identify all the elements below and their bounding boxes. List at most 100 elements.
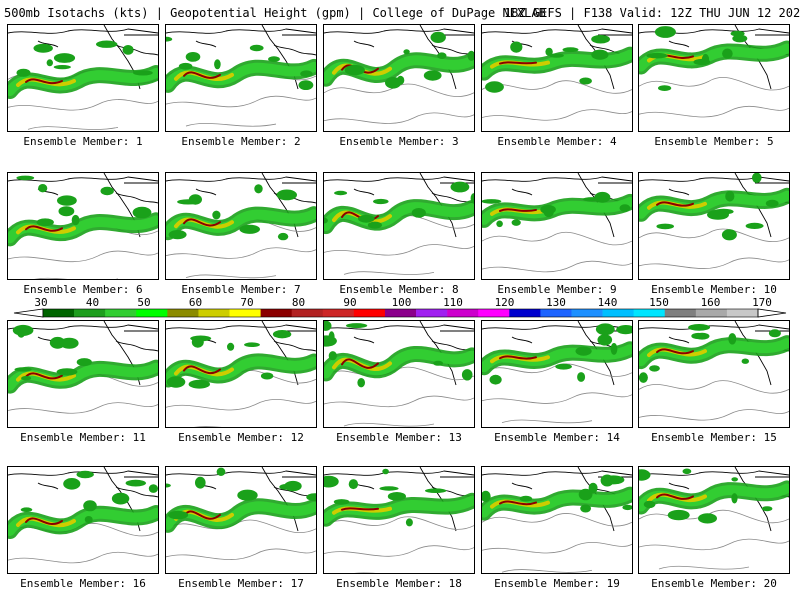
isotach-band xyxy=(639,187,789,222)
ensemble-panel xyxy=(481,24,633,132)
isotach-band xyxy=(166,498,316,533)
colorbar-swatch xyxy=(384,309,417,317)
panel-map xyxy=(482,321,632,424)
ensemble-member-label: Ensemble Member: 12 xyxy=(178,431,304,444)
ensemble-member-label: Ensemble Member: 5 xyxy=(654,135,774,148)
height-contours xyxy=(8,522,158,564)
height-contours xyxy=(482,80,632,121)
ensemble-member-label: Ensemble Member: 20 xyxy=(651,577,777,590)
isotach-cells xyxy=(12,324,92,381)
colorbar-tick-label: 60 xyxy=(189,296,202,309)
ensemble-panel xyxy=(323,172,475,280)
isotach-cells xyxy=(166,36,314,90)
ensemble-panel xyxy=(481,320,633,428)
ensemble-panel xyxy=(323,24,475,132)
isotach-band xyxy=(8,65,158,100)
ensemble-member-label: Ensemble Member: 2 xyxy=(181,135,301,148)
colorbar-swatch xyxy=(229,309,261,317)
height-contours xyxy=(166,370,316,427)
isotach-cells xyxy=(20,470,158,523)
ensemble-member-label: Ensemble Member: 6 xyxy=(23,283,143,296)
isotach-band xyxy=(639,480,789,515)
height-contours xyxy=(166,519,316,560)
colorbar-swatch xyxy=(291,309,324,317)
height-contours xyxy=(324,366,474,427)
colorbar-swatch xyxy=(602,309,634,317)
ensemble-member-label: Ensemble Member: 13 xyxy=(336,431,462,444)
colorbar-arrow-right xyxy=(757,308,787,318)
colorbar-arrow-left xyxy=(13,308,44,318)
isotach-cells xyxy=(166,467,316,520)
height-contours xyxy=(324,516,474,573)
panel-map xyxy=(8,467,158,564)
colorbar-swatch xyxy=(726,309,759,317)
isotach-band xyxy=(8,359,158,394)
ensemble-member-label: Ensemble Member: 3 xyxy=(339,135,459,148)
ensemble-member-label: Ensemble Member: 7 xyxy=(181,283,301,296)
isotach-cells xyxy=(324,321,473,388)
panel-map xyxy=(166,467,316,560)
isotach-cells xyxy=(344,31,474,89)
isotach-band xyxy=(482,46,632,81)
ensemble-member-label: Ensemble Member: 9 xyxy=(497,283,617,296)
colorbar-swatch xyxy=(571,309,603,317)
ensemble-panel xyxy=(7,172,159,280)
isotach-band xyxy=(324,492,474,527)
colorbar-swatch xyxy=(322,309,355,317)
ensemble-member-label: Ensemble Member: 19 xyxy=(494,577,620,590)
ensemble-panel xyxy=(323,320,475,428)
colorbar-outline xyxy=(42,308,759,318)
ensemble-member-label: Ensemble Member: 17 xyxy=(178,577,304,590)
panel-map xyxy=(324,321,474,427)
isotach-band xyxy=(482,486,632,521)
isotach-cells xyxy=(639,324,781,383)
ensemble-panel xyxy=(323,466,475,574)
panel-map xyxy=(639,467,789,570)
map-title: 500mb Isotachs (kts) | Geopotential Heig… xyxy=(4,6,546,20)
panel-map xyxy=(324,173,474,275)
colorbar-swatch xyxy=(353,309,386,317)
ensemble-member-label: Ensemble Member: 15 xyxy=(651,431,777,444)
ensemble-panel xyxy=(638,320,790,428)
isotach-cells xyxy=(489,323,632,385)
colorbar-tick-label: 50 xyxy=(137,296,150,309)
colorbar-tick-label: 150 xyxy=(649,296,669,309)
ensemble-member-label: Ensemble Member: 18 xyxy=(336,577,462,590)
colorbar-swatch xyxy=(260,309,292,317)
panel-map xyxy=(166,321,316,427)
height-contours xyxy=(324,215,474,275)
height-contours xyxy=(639,76,789,118)
ensemble-panel xyxy=(638,466,790,574)
isotach-cells xyxy=(656,173,779,241)
isotach-cells xyxy=(324,181,474,229)
colorbar-swatch xyxy=(540,309,572,317)
colorbar-tick-label: 130 xyxy=(546,296,566,309)
ensemble-panel xyxy=(7,466,159,574)
panel-map xyxy=(166,173,316,279)
panel-map xyxy=(482,25,632,121)
isotach-cells xyxy=(324,468,447,527)
panel-map xyxy=(324,25,474,124)
panel-map xyxy=(639,25,789,118)
colorbar-swatch xyxy=(633,309,666,317)
isotach-cells xyxy=(482,191,631,228)
isotach-band xyxy=(324,199,474,235)
ensemble-member-label: Ensemble Member: 14 xyxy=(494,431,620,444)
isotach-band xyxy=(8,212,158,247)
height-contours xyxy=(482,513,632,573)
ensemble-member-label: Ensemble Member: 4 xyxy=(497,135,617,148)
isotach-cells xyxy=(16,40,153,77)
isotach-band xyxy=(166,206,316,241)
colorbar-swatch xyxy=(478,309,510,317)
colorbar-tick-label: 40 xyxy=(86,296,99,309)
ensemble-panel xyxy=(481,172,633,280)
ensemble-member-label: Ensemble Member: 11 xyxy=(20,431,146,444)
panel-map xyxy=(8,25,158,130)
ensemble-panel xyxy=(165,172,317,280)
colorbar-tick-label: 80 xyxy=(292,296,305,309)
colorbar-swatch xyxy=(447,309,479,317)
ensemble-panel xyxy=(638,172,790,280)
panel-map xyxy=(482,173,632,273)
colorbar-tick-label: 100 xyxy=(392,296,412,309)
isotach-cells xyxy=(639,468,773,524)
